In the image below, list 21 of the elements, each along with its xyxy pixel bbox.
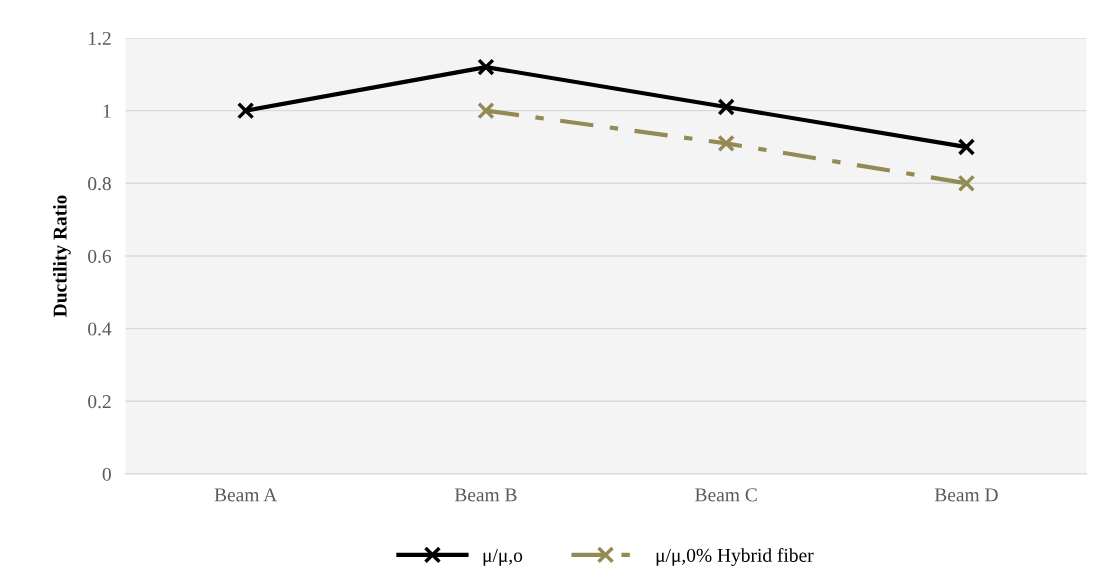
legend-label: μ/μ,0% Hybrid fiber: [656, 548, 814, 566]
x-tick-label: Beam D: [934, 488, 998, 502]
point: [477, 58, 495, 76]
legend-label: μ/μ,o: [483, 548, 523, 566]
point: [957, 174, 976, 192]
y-tick-label: 0.8: [88, 177, 111, 191]
y-tick-label: 0.6: [88, 249, 112, 263]
point: [717, 134, 735, 153]
y-tick-label: 1: [103, 104, 111, 118]
y-tick-label: 1.2: [89, 31, 111, 46]
y-tick-label: 0.4: [88, 322, 112, 336]
y-tick-label: 0: [102, 467, 111, 481]
point: [717, 98, 735, 116]
point: [477, 101, 495, 120]
y-tick-label: 0.2: [88, 395, 111, 409]
y-axis-title: Ductility Ratio: [52, 195, 71, 317]
x-tick-label: Beam B: [454, 488, 517, 502]
point: [236, 101, 255, 120]
x-tick-label: Beam A: [214, 488, 278, 502]
x-tick-label: Beam C: [695, 488, 757, 502]
point: [957, 138, 976, 156]
